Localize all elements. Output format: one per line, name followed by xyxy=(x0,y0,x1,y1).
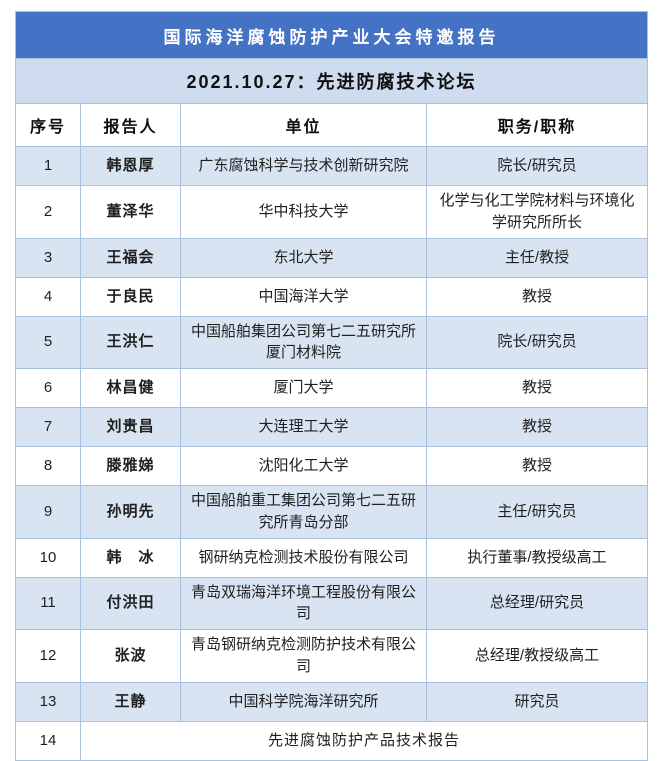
speaker-cell: 于良民 xyxy=(80,276,181,317)
speaker-cell: 付洪田 xyxy=(80,576,181,630)
title-row: 国际海洋腐蚀防护产业大会特邀报告 xyxy=(15,11,648,59)
organization-cell: 沈阳化工大学 xyxy=(180,446,427,486)
row-number-cell: 14 xyxy=(15,720,81,761)
organization-cell: 华中科技大学 xyxy=(180,185,427,239)
session-subtitle: 2021.10.27：先进防腐技术论坛 xyxy=(15,58,648,104)
speaker-cell: 韩恩厚 xyxy=(80,146,181,186)
col-header-position: 职务/职称 xyxy=(426,103,648,147)
row-number-cell: 13 xyxy=(15,681,81,722)
position-cell: 总经理/教授级高工 xyxy=(426,629,648,683)
row-number-cell: 8 xyxy=(15,446,81,486)
col-header-speaker: 报告人 xyxy=(80,103,181,147)
table-row: 13 王静 中国科学院海洋研究所 研究员 xyxy=(15,681,648,722)
position-cell: 教授 xyxy=(426,407,648,447)
row-number-cell: 12 xyxy=(15,629,81,683)
position-cell: 执行董事/教授级高工 xyxy=(426,537,648,578)
col-header-org: 单位 xyxy=(180,103,427,147)
position-cell: 主任/研究员 xyxy=(426,485,648,539)
row-number-cell: 3 xyxy=(15,237,81,278)
speaker-cell: 刘贵昌 xyxy=(80,407,181,447)
row-number-cell: 11 xyxy=(15,576,81,630)
position-cell: 教授 xyxy=(426,446,648,486)
position-cell: 教授 xyxy=(426,368,648,408)
table-row: 11 付洪田 青岛双瑞海洋环境工程股份有限公司 总经理/研究员 xyxy=(15,576,648,630)
organization-cell: 厦门大学 xyxy=(180,368,427,408)
organization-cell: 中国海洋大学 xyxy=(180,276,427,317)
speaker-cell: 韩 冰 xyxy=(80,537,181,578)
table-row: 10 韩 冰钢研纳克检测技术股份有限公司 执行董事/教授级高工 xyxy=(15,537,648,578)
table-row: 7 刘贵昌 大连理工大学 教授 xyxy=(15,407,648,447)
speaker-cell: 董泽华 xyxy=(80,185,181,239)
speaker-cell: 王福会 xyxy=(80,237,181,278)
table-row: 6 林昌健 厦门大学 教授 xyxy=(15,368,648,408)
organization-cell: 青岛双瑞海洋环境工程股份有限公司 xyxy=(180,576,427,630)
row-number-cell: 7 xyxy=(15,407,81,447)
organization-cell: 大连理工大学 xyxy=(180,407,427,447)
row-number-cell: 4 xyxy=(15,276,81,317)
organization-cell: 青岛钢研纳克检测防护技术有限公司 xyxy=(180,629,427,683)
organization-cell: 中国科学院海洋研究所 xyxy=(180,681,427,722)
row-number-cell: 6 xyxy=(15,368,81,408)
table-row: 8 滕雅娣 沈阳化工大学 教授 xyxy=(15,446,648,486)
organization-cell: 中国船舶重工集团公司第七二五研究所青岛分部 xyxy=(180,485,427,539)
position-cell: 院长/研究员 xyxy=(426,315,648,369)
row-number-cell: 2 xyxy=(15,185,81,239)
row-number-cell: 5 xyxy=(15,315,81,369)
row-number-cell: 9 xyxy=(15,485,81,539)
table-row: 12 张波 青岛钢研纳克检测防护技术有限公司 总经理/教授级高工 xyxy=(15,629,648,683)
position-cell: 院长/研究员 xyxy=(426,146,648,186)
table-row: 14 先进腐蚀防护产品技术报告 xyxy=(15,720,648,761)
speaker-cell: 孙明先 xyxy=(80,485,181,539)
position-cell: 总经理/研究员 xyxy=(426,576,648,630)
row-number-cell: 10 xyxy=(15,537,81,578)
session-row: 2021.10.27：先进防腐技术论坛 xyxy=(15,58,648,104)
table-row: 4 于良民 中国海洋大学 教授 xyxy=(15,276,648,317)
row-number-cell: 1 xyxy=(15,146,81,186)
position-cell: 研究员 xyxy=(426,681,648,722)
organization-cell: 钢研纳克检测技术股份有限公司 xyxy=(180,537,427,578)
table-body: 1 韩恩厚 广东腐蚀科学与技术创新研究院 院长/研究员 2 董泽华 华中科技大学 化学与化工学… xyxy=(15,146,648,761)
speaker-cell: 滕雅娣 xyxy=(80,446,181,486)
column-header-row: 序号 报告人 单位 职务/职称 xyxy=(15,103,648,147)
table-row: 2 董泽华 华中科技大学 化学与化工学院材料与环境化学研究所所长 xyxy=(15,185,648,239)
organization-cell: 东北大学 xyxy=(180,237,427,278)
organization-cell: 中国船舶集团公司第七二五研究所厦门材料院 xyxy=(180,315,427,369)
position-cell: 主任/教授 xyxy=(426,237,648,278)
organization-cell: 广东腐蚀科学与技术创新研究院 xyxy=(180,146,427,186)
col-header-no: 序号 xyxy=(15,103,81,147)
speaker-cell: 张波 xyxy=(80,629,181,683)
table-row: 9 孙明先 中国船舶重工集团公司第七二五研究所青岛分部 主任/研究员 xyxy=(15,485,648,539)
position-cell: 化学与化工学院材料与环境化学研究所所长 xyxy=(426,185,648,239)
table-row: 1 韩恩厚 广东腐蚀科学与技术创新研究院 院长/研究员 xyxy=(15,146,648,186)
merged-report-cell: 先进腐蚀防护产品技术报告 xyxy=(80,720,648,761)
table-row: 5 王洪仁 中国船舶集团公司第七二五研究所厦门材料院 院长/研究员 xyxy=(15,315,648,369)
speaker-cell: 王静 xyxy=(80,681,181,722)
position-cell: 教授 xyxy=(426,276,648,317)
speaker-cell: 王洪仁 xyxy=(80,315,181,369)
table-row: 3 王福会 东北大学 主任/教授 xyxy=(15,237,648,278)
conference-title: 国际海洋腐蚀防护产业大会特邀报告 xyxy=(15,11,648,59)
invited-reports-table: 国际海洋腐蚀防护产业大会特邀报告 2021.10.27：先进防腐技术论坛 序号 … xyxy=(15,11,648,761)
speaker-cell: 林昌健 xyxy=(80,368,181,408)
